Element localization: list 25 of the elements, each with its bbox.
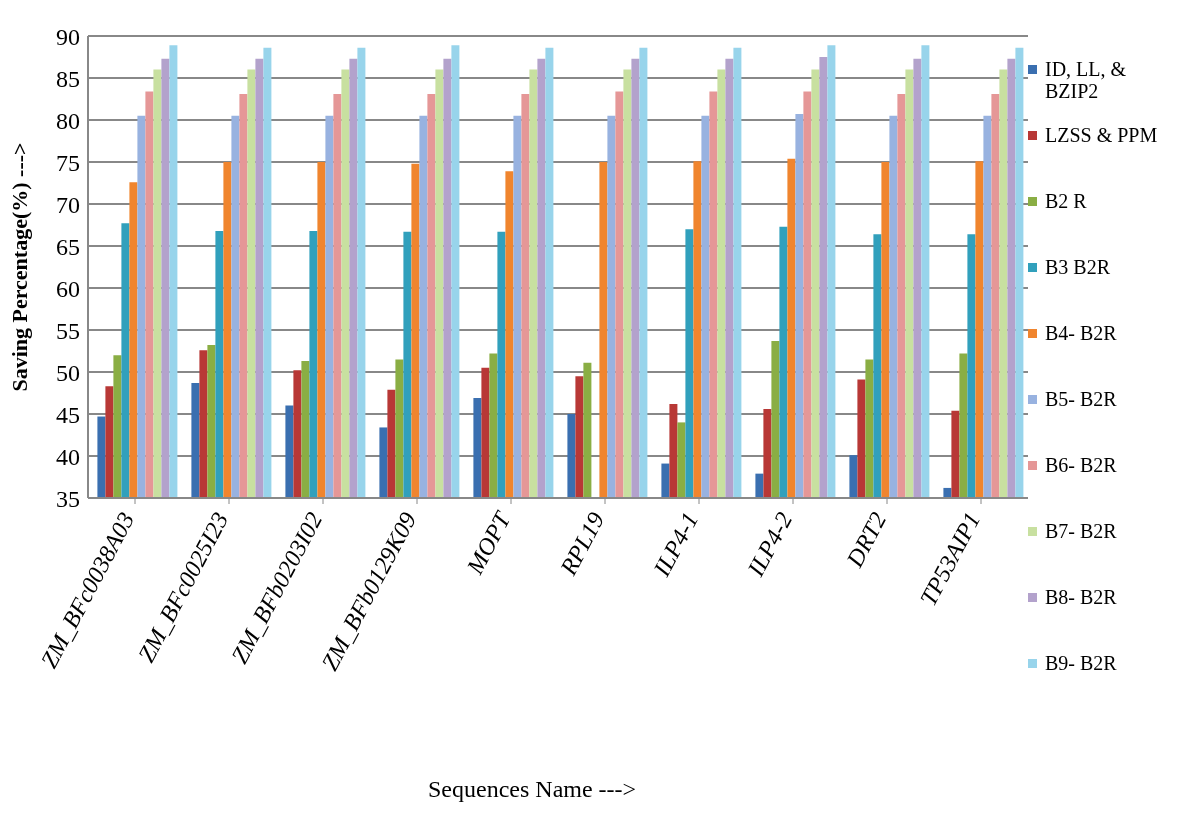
- y-tick-label: 60: [56, 275, 80, 302]
- legend-label: B2 R: [1045, 190, 1087, 212]
- legend-label: B9- B2R: [1045, 652, 1117, 674]
- y-tick-label: 80: [56, 107, 80, 134]
- legend-label: B5- B2R: [1045, 388, 1117, 410]
- y-tick-label: 55: [56, 317, 80, 344]
- legend-label: LZSS & PPM: [1045, 124, 1158, 146]
- legend-label: B7- B2R: [1045, 520, 1117, 542]
- y-tick-label: 85: [56, 65, 80, 92]
- legend-label: ID, LL, & BZIP2: [1045, 58, 1128, 102]
- y-axis-title: Saving Percentage(%) --->: [6, 142, 32, 392]
- y-tick-label: 70: [56, 191, 80, 218]
- x-axis-title: Sequences Name --->: [428, 776, 637, 803]
- y-tick-label: 75: [56, 149, 80, 176]
- y-tick-label: 35: [56, 485, 80, 512]
- y-tick-label: 40: [56, 443, 80, 470]
- legend-label: B4- B2R: [1045, 322, 1117, 344]
- legend-label: B3 B2R: [1045, 256, 1111, 278]
- y-tick-label: 90: [56, 23, 80, 50]
- y-tick-label: 65: [56, 233, 80, 260]
- x-tick-label: DRT2: [841, 508, 892, 572]
- legend-label: B6- B2R: [1045, 454, 1117, 476]
- y-tick-label: 45: [56, 401, 80, 428]
- legend-label: B8- B2R: [1045, 586, 1117, 608]
- y-tick-label: 50: [56, 359, 80, 386]
